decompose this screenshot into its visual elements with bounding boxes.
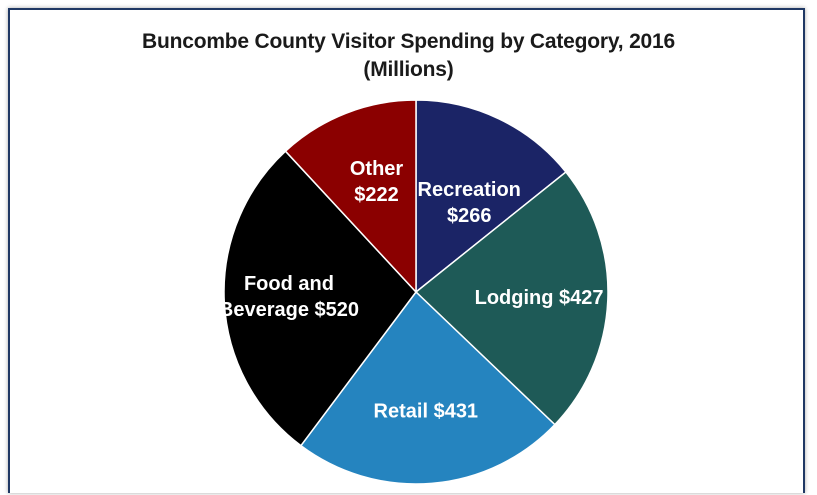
slice-label-line: Lodging $427: [475, 287, 604, 309]
pie-slice-retail: [299, 290, 556, 485]
slice-label-line: Retail $431: [374, 401, 479, 423]
slice-label-lodging: Lodging $427: [475, 287, 604, 309]
slice-label-line: $266: [447, 205, 492, 227]
pie-slices: [223, 99, 609, 485]
pie-slice-lodging: [414, 170, 609, 426]
slice-label-other: Other $222: [350, 158, 404, 206]
slice-label-food-and-beverage: Food and Beverage $520: [219, 273, 359, 321]
pie-labels: Recreation $266 Lodging $427 Retail $431 Foo…: [219, 158, 604, 422]
pie-slice-recreation: [415, 99, 567, 294]
slice-label-line: Other: [350, 158, 404, 180]
slice-label-line: Food and: [244, 273, 334, 295]
slice-label-retail: Retail $431: [374, 401, 479, 423]
slice-label-recreation: Recreation $266: [418, 179, 521, 227]
slice-label-line: Beverage $520: [219, 299, 359, 321]
pie-slice-other: [284, 99, 417, 294]
chart-subtitle: (Millions): [363, 58, 454, 81]
slice-label-line: Recreation: [418, 179, 521, 201]
pie-slice-food-and-beverage: [223, 150, 417, 447]
slice-label-line: $222: [354, 184, 399, 206]
chart-title: Buncombe County Visitor Spending by Cate…: [142, 30, 675, 53]
